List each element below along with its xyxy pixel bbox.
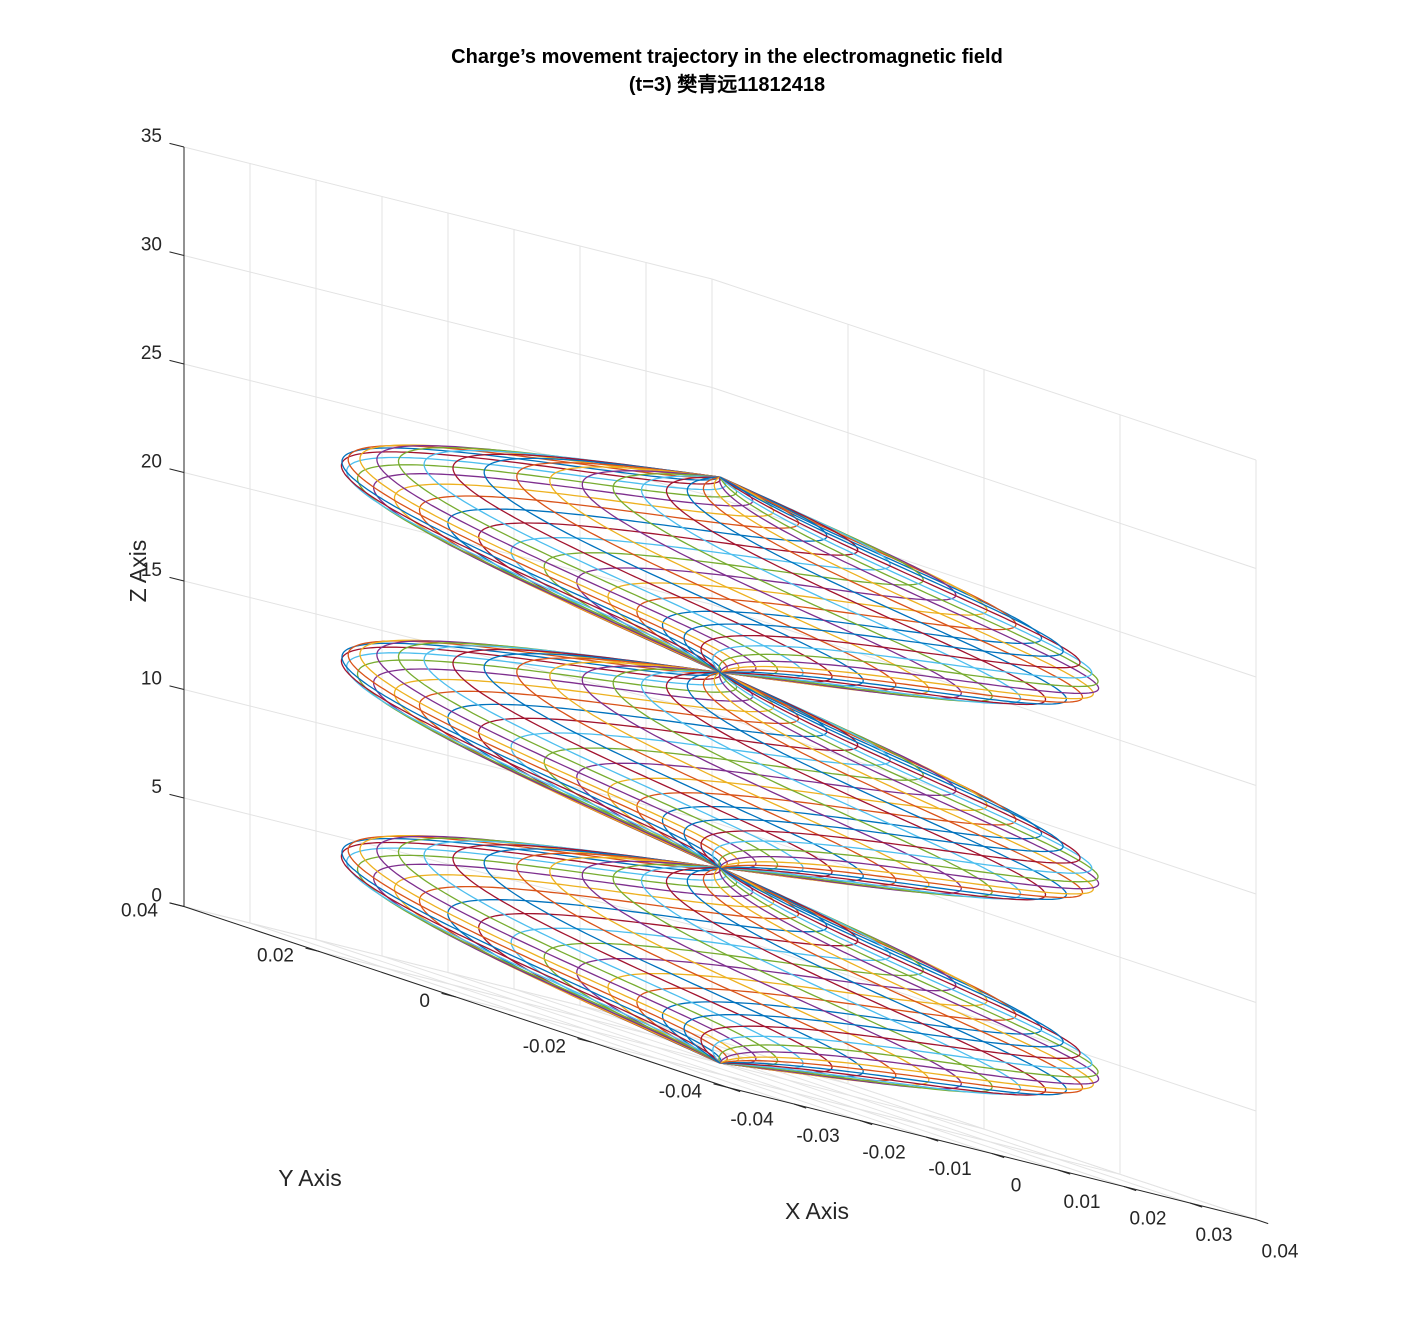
x-tick-mark [1189, 1202, 1203, 1208]
trajectory-line [516, 462, 897, 1082]
grid-line [319, 951, 849, 1085]
trajectory-series [340, 444, 1100, 1096]
y-tick-label: 0.04 [121, 901, 158, 922]
trajectory-line [483, 457, 864, 1078]
trajectory-line [683, 476, 1064, 1064]
z-tick-mark [169, 251, 185, 256]
grid-line [711, 387, 1257, 569]
x-tick-label: 0 [1011, 1176, 1022, 1197]
trajectory-line [661, 476, 1043, 1064]
y-tick-label: -0.04 [659, 1082, 703, 1103]
grid-line [711, 821, 1257, 1003]
grid-line [183, 146, 713, 280]
x-tick-mark [727, 1087, 741, 1093]
grid-line [183, 797, 713, 931]
trajectory-line [478, 476, 859, 1064]
z-tick-mark [169, 902, 185, 907]
trajectory-line [712, 476, 1093, 1070]
trajectory-line [452, 453, 833, 1073]
trajectory-line [581, 470, 962, 1090]
x-tick-mark [991, 1153, 1005, 1159]
z-tick-mark [169, 685, 185, 690]
x-tick-label: 0.02 [1130, 1209, 1167, 1230]
trajectory-line [418, 476, 800, 1064]
z-tick-label: 0 [151, 886, 162, 907]
grid-line [711, 929, 1257, 1112]
z-tick-label: 20 [141, 452, 162, 473]
z-tick-label: 35 [141, 126, 162, 147]
x-tick-mark [1255, 1219, 1269, 1225]
trajectory-line [607, 476, 988, 1064]
x-tick-label: 0.01 [1064, 1192, 1101, 1213]
x-axis-label: X Axis [785, 1198, 849, 1224]
z-tick-label: 30 [141, 235, 162, 256]
trajectory-line [359, 444, 740, 1064]
trajectory-line [510, 476, 891, 1064]
z-tick-label: 10 [141, 669, 162, 690]
z-tick-label: 25 [141, 343, 162, 364]
trajectory-line [397, 446, 779, 1067]
trajectory-line [341, 447, 722, 1064]
z-tick-mark [169, 468, 185, 473]
x-tick-label: 0.03 [1196, 1225, 1233, 1246]
x-tick-mark [859, 1120, 873, 1126]
trajectory-line [543, 476, 924, 1064]
x-tick-mark [1057, 1169, 1071, 1175]
trajectory-line [423, 449, 804, 1070]
y-tick-label: 0.02 [257, 946, 294, 967]
z-tick-mark [169, 793, 185, 799]
x-tick-label: -0.02 [862, 1143, 905, 1164]
trajectory-line [665, 476, 1047, 1096]
trajectory-line [718, 476, 1099, 1078]
trajectory-line [576, 476, 957, 1064]
grid-line [591, 1041, 1121, 1175]
y-tick-mark [441, 992, 457, 998]
x-tick-mark [1123, 1186, 1137, 1192]
trajectory-line [718, 476, 1100, 1085]
z-tick-label: 15 [141, 560, 162, 581]
x-tick-label: -0.04 [730, 1110, 774, 1131]
grid-line [711, 278, 1257, 461]
y-tick-label: 0 [419, 991, 430, 1012]
trajectory-line [612, 473, 993, 1093]
trajectory-line [702, 476, 1084, 1094]
trajectory-line [700, 476, 1081, 1064]
y-tick-label: -0.02 [523, 1036, 566, 1057]
x-tick-label: 0.04 [1262, 1242, 1299, 1263]
grid-line [711, 495, 1257, 678]
z-tick-label: 5 [151, 777, 162, 798]
y-tick-mark [577, 1038, 593, 1043]
trajectory-line [393, 476, 775, 1064]
x-tick-label: -0.03 [796, 1126, 839, 1147]
y-axis-label: Y Axis [278, 1165, 342, 1191]
trajectory-line [376, 445, 757, 1065]
z-tick-mark [169, 359, 185, 365]
grid-line [183, 255, 713, 388]
trajectory-line [636, 476, 1017, 1064]
trajectory-line [347, 445, 728, 1064]
x-tick-label: -0.01 [928, 1159, 971, 1180]
y-tick-mark [713, 1083, 729, 1088]
axes [169, 142, 1269, 1225]
x-tick-mark [793, 1103, 807, 1109]
z-tick-mark [169, 576, 185, 582]
chart-title: Charge’s movement trajectory in the elec… [451, 46, 1003, 68]
trajectory-line [346, 456, 727, 1064]
tick-labels: -0.04 -0.03 -0.02 -0.01 0 0.01 0.02 0.03 0.04 -0.… [121, 126, 1299, 1263]
x-tick-mark [925, 1136, 939, 1142]
chart-subtitle: (t=3) 樊青远11812418 [629, 72, 825, 96]
z-tick-mark [169, 142, 185, 148]
trajectory-line [356, 464, 738, 1064]
trajectory-line [640, 475, 1022, 1095]
grid-line [183, 363, 713, 497]
z-axis-label: Z Axis [125, 540, 151, 603]
trajectory-line [549, 466, 930, 1086]
y-tick-mark [305, 947, 321, 953]
